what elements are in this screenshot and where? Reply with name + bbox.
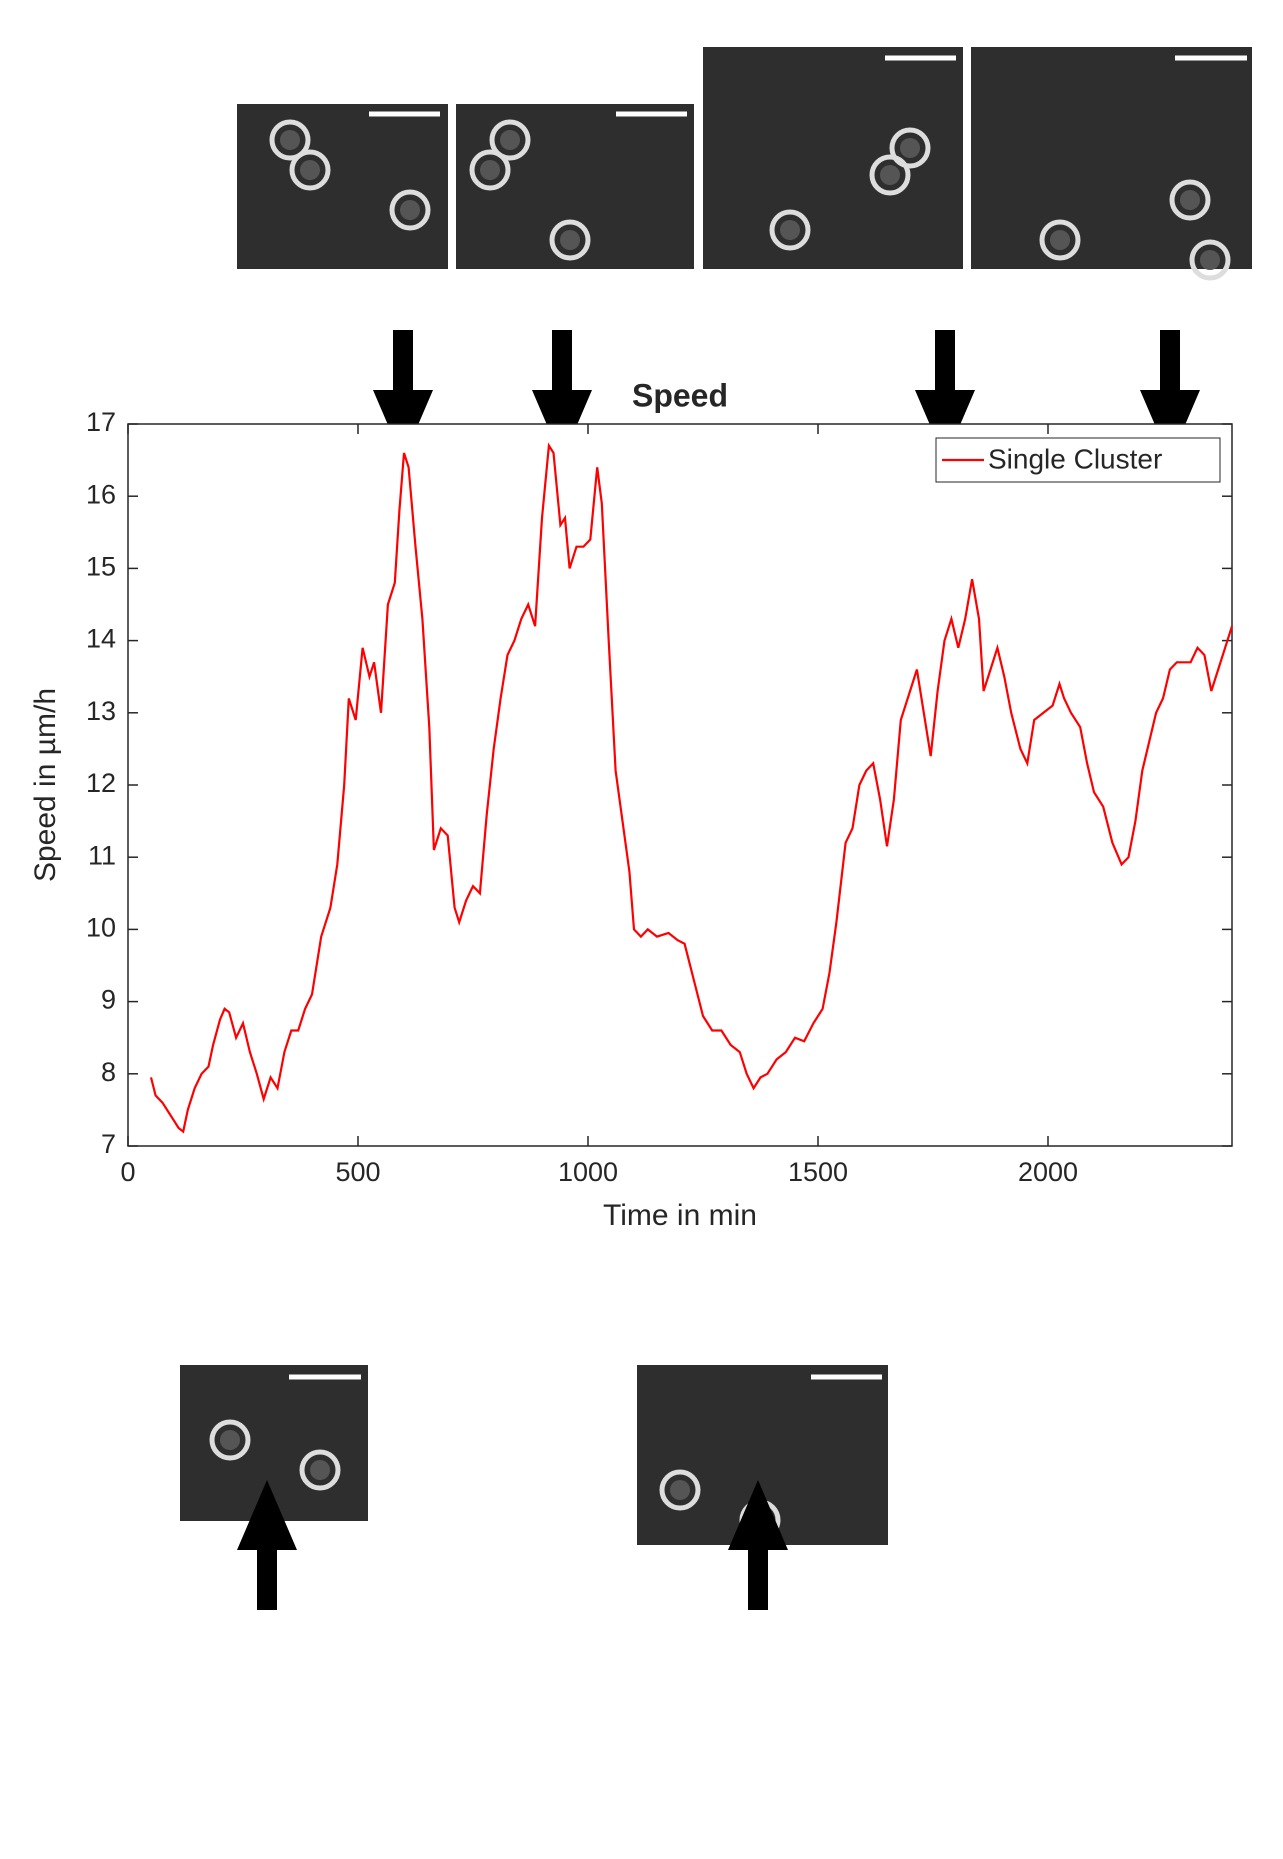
x-tick-label: 0	[120, 1157, 135, 1187]
y-tick-label: 11	[88, 840, 116, 870]
x-tick-label: 1000	[558, 1157, 618, 1187]
y-tick-label: 16	[86, 479, 116, 509]
y-tick-label: 17	[86, 407, 116, 437]
y-tick-label: 7	[101, 1129, 116, 1159]
y-tick-label: 15	[86, 552, 116, 582]
x-axis-label: Time in min	[603, 1199, 757, 1232]
micrograph	[237, 104, 448, 269]
micrograph	[703, 47, 963, 269]
y-tick-label: 9	[101, 985, 116, 1015]
x-tick-label: 1500	[788, 1157, 848, 1187]
y-axis-label: Speed in µm/h	[29, 688, 62, 882]
chart-title: Speed	[632, 377, 728, 413]
scale-bars	[289, 55, 1247, 1380]
arrows	[237, 330, 1200, 1610]
y-tick-label: 13	[86, 696, 116, 726]
data-line	[149, 442, 1234, 1134]
y-tick-label: 8	[101, 1057, 116, 1087]
y-tick-label: 14	[86, 624, 116, 654]
x-tick-label: 500	[335, 1157, 380, 1187]
x-tick-label: 2000	[1018, 1157, 1078, 1187]
micrograph	[971, 47, 1252, 269]
plot-area	[127, 423, 1233, 1147]
y-tick-label: 12	[86, 768, 116, 798]
legend-label: Single Cluster	[988, 443, 1162, 474]
y-tick-label: 10	[86, 913, 116, 943]
